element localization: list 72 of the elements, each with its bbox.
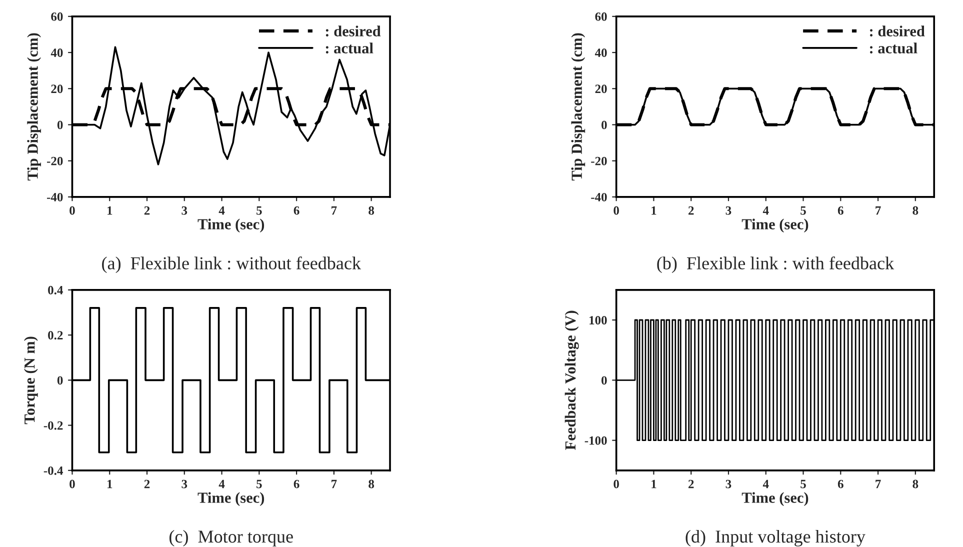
y-axis-title: Torque (N m): [24, 336, 38, 424]
y-tick-label: -0.4: [44, 466, 63, 475]
y-axis-title: Feedback Voltage (V): [564, 310, 579, 450]
x-tick-label: 2: [688, 206, 694, 215]
y-tick-label: 0.2: [48, 331, 63, 340]
x-tick-label: 7: [332, 480, 337, 488]
x-tick-label: 3: [726, 480, 732, 488]
x-tick-label: 7: [332, 206, 337, 215]
x-axis-title: Time (sec): [198, 218, 264, 233]
x-tick-label: 0: [70, 480, 75, 488]
x-tick-label: 4: [218, 480, 225, 488]
y-tick-label: 0: [57, 376, 63, 385]
x-tick-label: 5: [256, 206, 262, 215]
y-tick-label: 0: [602, 120, 607, 130]
y-tick-label: 60: [595, 12, 607, 21]
y-tick-label: 100: [590, 316, 607, 324]
text: (d) Input voltage history: [686, 530, 866, 546]
y-tick-label: 0: [57, 120, 63, 130]
x-tick-label: 2: [144, 206, 150, 215]
x-tick-label: 2: [688, 480, 694, 488]
x-tick-label: 0: [70, 206, 75, 215]
x-tick-label: 6: [838, 480, 844, 488]
x-tick-label: 1: [652, 206, 656, 215]
x-tick-label: 8: [368, 480, 374, 488]
y-tick-label: -20: [46, 156, 63, 166]
x-tick-label: 6: [294, 480, 300, 488]
y-tick-label: -0.2: [44, 421, 63, 430]
y-tick-label: -40: [46, 192, 63, 202]
x-tick-label: 3: [182, 480, 188, 488]
legend-label: : desired: [870, 26, 925, 36]
x-tick-label: 8: [368, 206, 374, 215]
legend-label: : actual: [326, 42, 374, 54]
x-tick-label: 5: [256, 480, 262, 488]
y-axis-title: Tip Displacement (cm): [571, 33, 586, 181]
x-axis-title: Time (sec): [742, 218, 808, 233]
x-tick-label: 8: [912, 480, 918, 488]
x-tick-label: 0: [614, 206, 619, 215]
x-tick-label: 0: [614, 480, 619, 488]
legend-label: : desired: [326, 26, 381, 36]
x-tick-label: 6: [294, 206, 300, 215]
y-axis-title: Tip Displacement (cm): [27, 33, 41, 181]
text: (b) Flexible link : with feedback: [657, 256, 894, 274]
text: (c) Motor torque: [169, 530, 293, 546]
text: (a) Flexible link : without feedback: [102, 256, 361, 274]
x-tick-label: 4: [218, 206, 225, 215]
y-tick-label: 40: [50, 48, 63, 57]
y-tick-label: 0: [602, 376, 607, 385]
y-tick-label: -20: [591, 156, 607, 166]
y-tick-label: -40: [591, 192, 607, 202]
x-tick-label: 7: [876, 206, 881, 215]
x-tick-label: 4: [762, 480, 769, 488]
y-tick-label: 20: [595, 84, 607, 94]
x-axis-title: Time (sec): [742, 492, 808, 506]
x-tick-label: 3: [182, 206, 188, 215]
x-tick-label: 6: [838, 206, 844, 215]
x-tick-label: 5: [800, 480, 806, 488]
legend-label: : actual: [870, 42, 918, 54]
y-tick-label: 0.4: [48, 286, 63, 294]
x-tick-label: 3: [726, 206, 732, 215]
x-tick-label: 1: [107, 206, 112, 215]
x-axis-title: Time (sec): [198, 492, 264, 506]
y-tick-label: 60: [51, 12, 63, 21]
x-tick-label: 7: [876, 480, 881, 488]
y-tick-label: 20: [51, 84, 63, 94]
x-tick-label: 1: [652, 480, 656, 488]
x-tick-label: 5: [800, 206, 806, 215]
x-tick-label: 8: [912, 206, 918, 215]
y-tick-label: 40: [594, 48, 607, 57]
x-tick-label: 2: [144, 480, 150, 488]
x-tick-label: 1: [107, 480, 112, 488]
y-tick-label: -100: [584, 436, 607, 445]
x-tick-label: 4: [762, 206, 769, 215]
